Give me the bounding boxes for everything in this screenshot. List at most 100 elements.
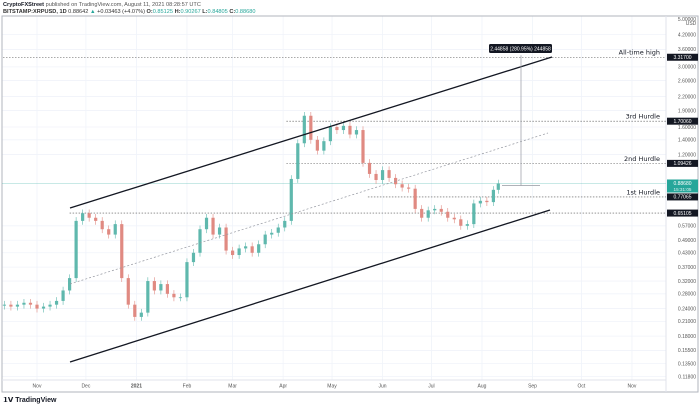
level-label: 1st Hurdle [626,188,660,196]
price-tick-label: 0.21000 [678,319,696,325]
tradingview-logo[interactable]: 𝟭𝗩 TradingView [3,396,56,404]
channel-lower-line[interactable] [69,209,551,363]
price-range-measure[interactable]: 2.44858 (280.95%) 244858 [489,44,552,186]
candle-body [2,304,6,306]
candle-body [452,217,456,220]
change: +0.03463 (+4.07%) [97,9,145,15]
level-label: 2nd Hurdle [624,155,660,163]
price-tick-label: 1.90000 [678,108,696,114]
level-price-label: 0.65105 [673,211,691,217]
candle-body [496,183,500,190]
author[interactable]: CryptoFXStreet [3,2,45,8]
candle-body [198,229,202,253]
candle-body [54,300,59,305]
candle-body [250,246,254,253]
candle-body [204,217,209,230]
channel-mid-line[interactable] [69,132,549,285]
price-tick-label: 3.60000 [678,47,696,53]
candle-body [74,220,78,279]
price-tick-label: 3.00000 [678,65,696,71]
price-tick-label: 0.28000 [678,292,696,298]
price-tick-label: 0.13500 [678,361,696,367]
candle-body [459,219,463,226]
level-price-badge [667,53,698,61]
candle-body [348,125,352,135]
time-tick-label: Sep [528,384,537,390]
current-price-badge [667,179,698,193]
grid [2,16,666,380]
price-tick-label: 2.60000 [678,78,696,84]
candle-body [126,278,130,305]
candle-body [289,178,293,221]
candle-body [263,234,267,245]
candle-body [68,278,72,291]
level-price-badge [667,209,698,217]
time-tick-label: Aug [478,384,487,390]
last-price: 0.88642 [68,9,89,15]
currency-label: USD [686,21,697,27]
tv-logo-icon: 𝟭𝗩 [3,397,14,404]
candle-body [35,304,39,309]
candle-body [309,115,313,140]
brand-name: TradingView [15,397,57,404]
channel-upper-line[interactable] [69,56,553,209]
candle-body [485,200,489,203]
bar-countdown: 15:31:05 [674,187,692,192]
candle-body [9,304,13,307]
time-tick-label: Apr [279,384,287,390]
price-tick-label: 0.15500 [678,348,696,354]
candle-body [302,115,306,144]
time-tick-label: Nov [627,384,636,390]
candle-body [22,302,26,305]
candle-body [420,208,424,218]
candle-body [491,189,495,203]
candle-body [322,141,326,151]
level-price-label: 0.77065 [673,195,691,201]
level-price-badge [667,117,698,125]
close-label: C: [229,9,236,15]
horizontal-levels: All-time high 3rd Hurdle 2nd Hurdle 1st Hur… [2,49,666,214]
candle-body [433,208,437,211]
candle-body [41,306,46,309]
price-tick-label: 0.49000 [678,238,696,244]
candle-body [407,187,411,189]
candle-body [224,227,228,251]
candle-body [426,210,430,218]
candle-body [165,284,169,294]
time-tick-label: Feb [183,384,192,390]
candle-body [237,248,241,256]
symbol-legend: BITSTAMP:XRPUSD, 1D 0.88642 ▲ +0.03463 (… [3,9,255,15]
candle-body [380,170,385,180]
candle-body [472,203,476,225]
candle-body [48,304,52,307]
candle-body [400,184,404,188]
candle-body [465,224,469,226]
price-tick-label: 0.24000 [678,306,696,312]
low-label: L: [202,9,208,15]
price-tick-label: 0.43000 [678,251,696,257]
candle-body [270,232,274,235]
price-tick-label: 5.00000 [678,17,696,23]
price-chart[interactable]: All-time high 3rd Hurdle 2nd Hurdle 1st Hur… [0,0,700,396]
candle-body [133,304,137,317]
publish-text: published on TradingView.com, August 11,… [45,2,201,8]
price-tick-label: 1.20000 [678,152,696,158]
level-price-label: 1.09426 [673,161,691,167]
price-tick-label: 1.40000 [678,138,696,144]
candle-body [257,244,261,253]
level-price-label: 1.70060 [673,119,691,125]
time-tick-label: Mar [228,384,237,390]
candle-body [81,213,85,221]
candle-body [61,290,65,301]
level-price-badge [667,193,698,201]
candle-body [315,139,319,151]
candle-body [328,127,332,142]
price-tick-label: 0.11800 [678,374,696,380]
candle-body [15,304,20,307]
symbol[interactable]: BITSTAMP:XRPUSD, 1D [3,9,67,15]
measure-label: 2.44858 (280.95%) 244858 [490,47,551,53]
time-axis[interactable]: Nov Dec 2021 Feb Mar Apr May Jun Jul Aug Sep Oct Nov [33,384,637,390]
candle-body [146,281,150,313]
publish-info: CryptoFXStreet published on TradingView.… [3,2,201,8]
